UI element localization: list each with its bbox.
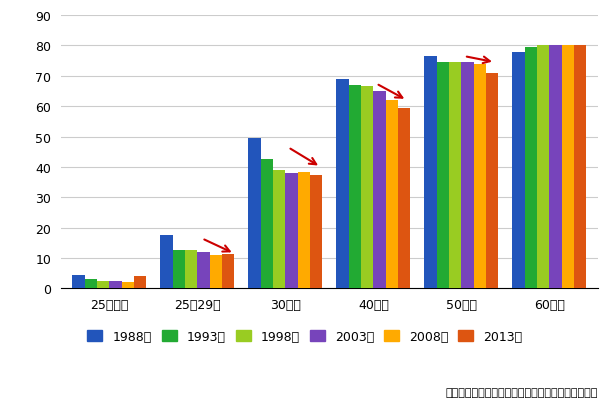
Bar [550,47,562,289]
Bar [109,281,122,289]
Bar [285,174,298,289]
Bar [449,63,461,289]
Bar [386,101,398,289]
Bar [398,108,411,289]
Bar [425,57,437,289]
Bar [185,251,198,289]
Bar [210,255,222,289]
Bar [273,170,285,289]
Bar [85,279,97,289]
Legend: 1988年, 1993年, 1998年, 2003年, 2008年, 2013年: 1988年, 1993年, 1998年, 2003年, 2008年, 2013年 [87,330,523,343]
Bar [512,53,525,289]
Bar [461,63,474,289]
Bar [73,275,85,289]
Bar [173,251,185,289]
Text: （総務省統計局「住宅・土地統計調査」より作成）: （総務省統計局「住宅・土地統計調査」より作成） [445,387,598,397]
Bar [298,172,310,289]
Bar [122,283,134,289]
Bar [222,254,234,289]
Bar [486,74,498,289]
Bar [474,65,486,289]
Bar [134,277,146,289]
Bar [361,87,373,289]
Bar [437,63,449,289]
Bar [337,80,349,289]
Bar [160,236,173,289]
Bar [574,47,586,289]
Bar [349,86,361,289]
Bar [373,92,386,289]
Bar [260,160,273,289]
Bar [198,252,210,289]
Bar [525,48,537,289]
Bar [562,47,574,289]
Bar [537,47,550,289]
Bar [97,281,109,289]
Bar [310,175,322,289]
Bar [248,139,260,289]
